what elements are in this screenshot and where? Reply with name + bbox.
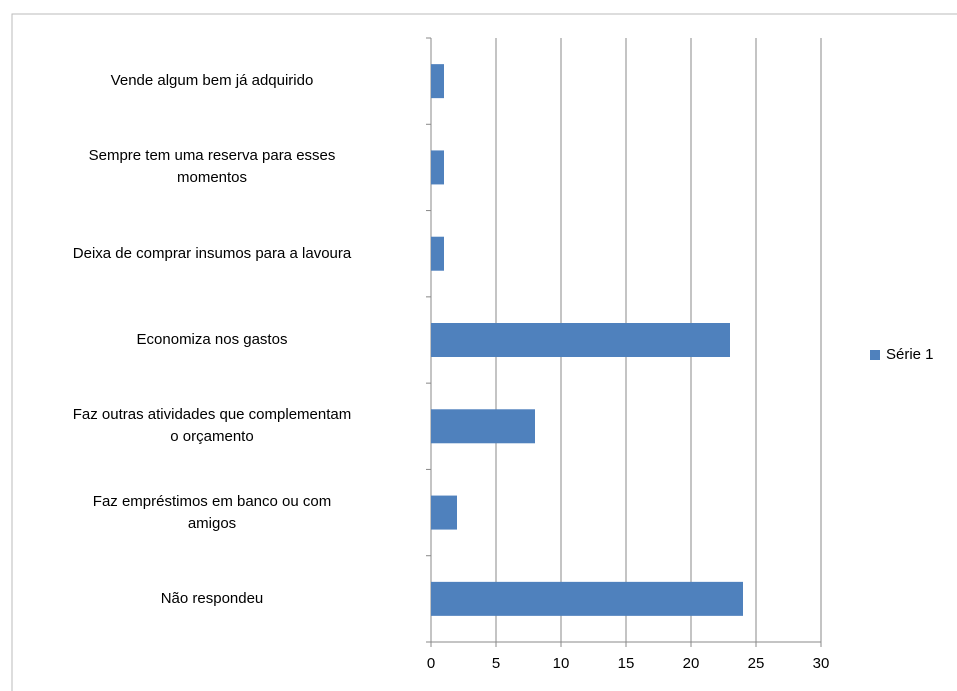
legend-swatch [870, 350, 880, 360]
y-tick-label: Economiza nos gastos [136, 331, 288, 348]
y-tick-label: Vende algum bem já adquirido [110, 72, 314, 90]
bar [431, 323, 730, 357]
y-tick-label: Faz empréstimos em banco ou com amigos [92, 492, 332, 532]
y-tick-label: Não respondeu [160, 589, 264, 607]
x-tick-label: 25 [748, 655, 765, 672]
x-tick-label: 15 [618, 655, 635, 672]
bar [431, 64, 444, 99]
frame [11, 13, 957, 691]
bar [431, 409, 535, 444]
x-tick-label: 30 [813, 655, 830, 672]
x-tick-label: 5 [492, 655, 500, 672]
x-tick-label: 10 [553, 655, 570, 672]
bar [431, 150, 444, 185]
bar [431, 495, 457, 530]
legend-label: Série 1 [886, 346, 934, 363]
x-tick-label: 0 [427, 655, 435, 672]
y-tick-label: Faz outras atividades que complementam o… [72, 406, 352, 446]
x-tick-label: 20 [683, 655, 700, 672]
bar [431, 581, 743, 616]
y-tick-label: Sempre tem uma reserva para esses moment… [88, 147, 336, 187]
bar [431, 236, 444, 271]
y-tick-label: Deixa de comprar insumos para a lavoura [72, 244, 352, 262]
